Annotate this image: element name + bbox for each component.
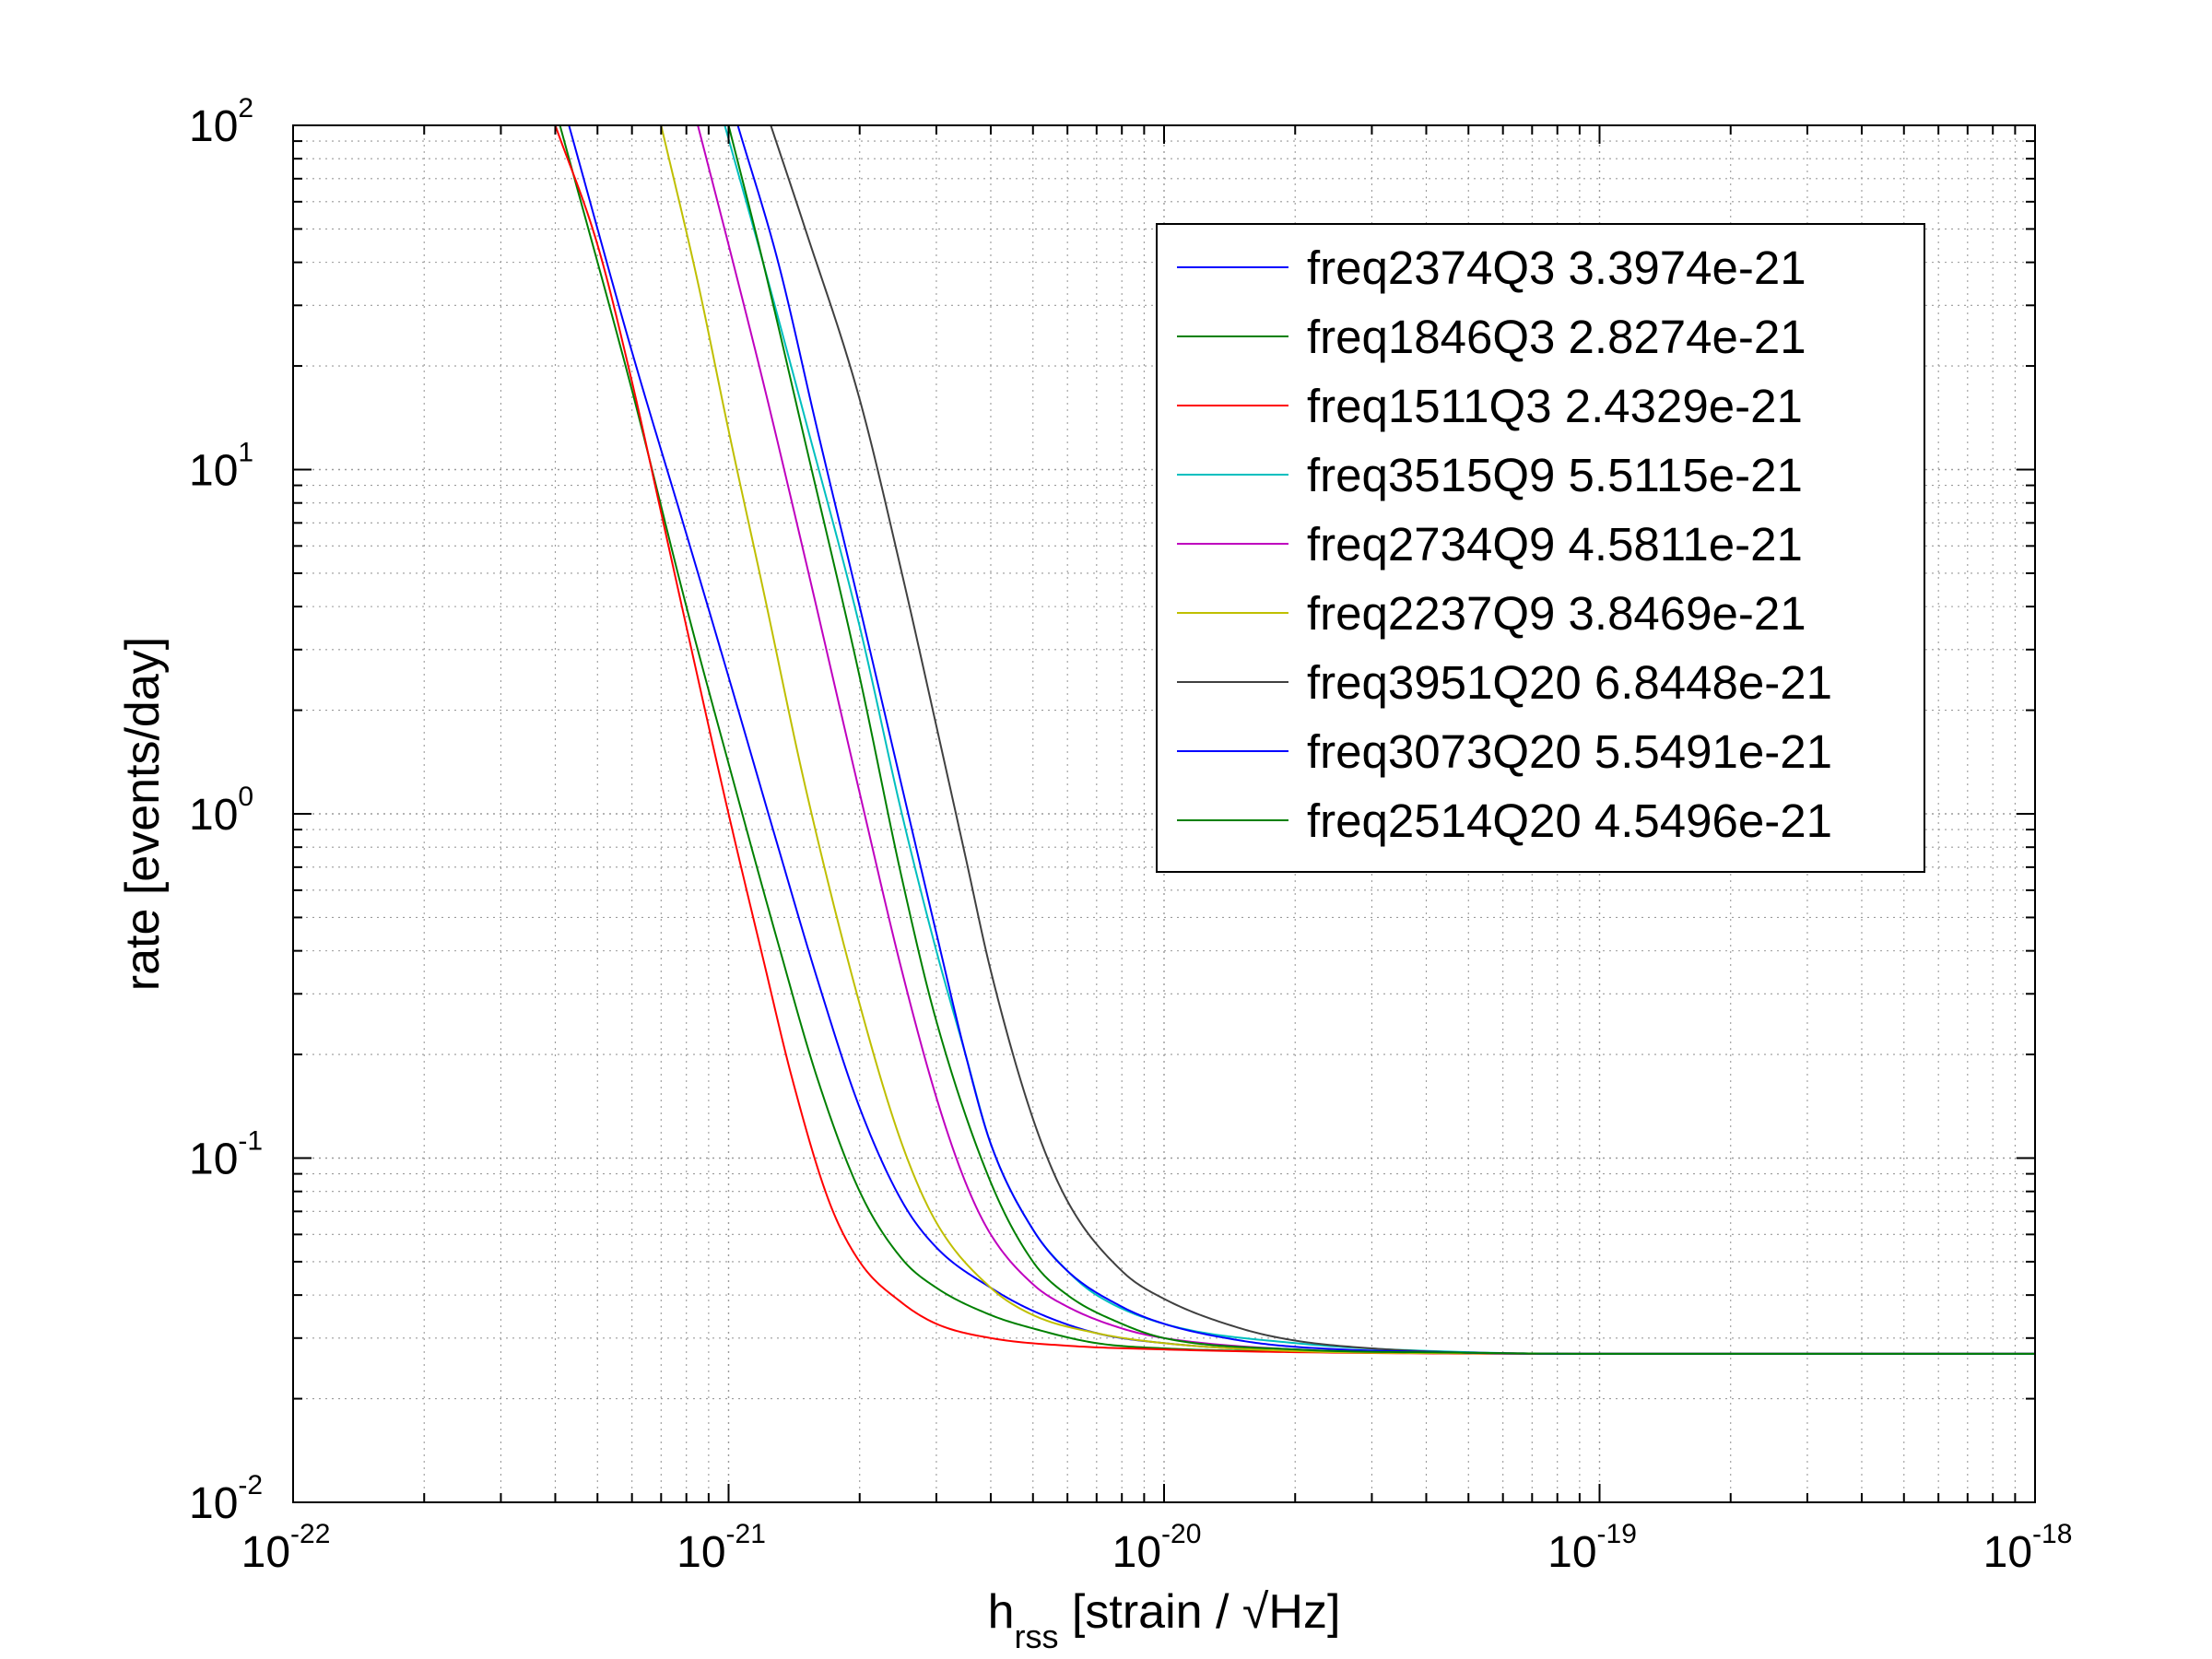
legend-label: freq3515Q9 5.5115e-21 xyxy=(1307,449,1803,501)
x-tick-label: 10-22 xyxy=(241,1519,331,1577)
x-axis-label: hrss [strain / √Hz] xyxy=(988,1585,1341,1655)
x-tick-label: 10-21 xyxy=(677,1519,766,1577)
y-tick-label: 10-1 xyxy=(189,1126,263,1184)
legend-label: freq1846Q3 2.8274e-21 xyxy=(1307,311,1806,363)
y-axis-label: rate [events/day] xyxy=(116,637,170,991)
y-tick-label: 102 xyxy=(189,93,253,151)
x-tick-label: 10-18 xyxy=(1983,1519,2073,1577)
legend-label: freq2237Q9 3.8469e-21 xyxy=(1307,587,1806,640)
legend-label: freq2734Q9 4.5811e-21 xyxy=(1307,518,1803,571)
series-line-8 xyxy=(736,125,2035,1355)
legend-label: freq3951Q20 6.8448e-21 xyxy=(1307,656,1832,709)
legend-box xyxy=(1156,223,1925,873)
y-tick-label: 10-2 xyxy=(189,1470,263,1528)
x-tick-label: 10-19 xyxy=(1547,1519,1637,1577)
legend: freq2374Q3 3.3974e-21 freq1846Q3 2.8274e-… xyxy=(1156,223,1925,873)
legend-label: freq3073Q20 5.5491e-21 xyxy=(1307,725,1832,778)
x-tick-labels: 10-22 10-21 10-20 10-19 10-18 xyxy=(241,1519,2073,1577)
legend-label: freq2374Q3 3.3974e-21 xyxy=(1307,241,1806,294)
series-line-7 xyxy=(770,125,2035,1355)
x-tick-label: 10-20 xyxy=(1112,1519,1202,1577)
y-tick-labels: 10-2 10-1 100 101 102 xyxy=(189,93,263,1528)
series-layer xyxy=(554,125,2035,1355)
series-line-3 xyxy=(554,125,2035,1355)
y-tick-label: 101 xyxy=(189,438,253,496)
series-line-9 xyxy=(727,125,2035,1355)
legend-label: freq1511Q3 2.4329e-21 xyxy=(1307,380,1803,432)
axis-ticks xyxy=(292,124,2036,1503)
y-tick-label: 100 xyxy=(189,782,253,840)
legend-label: freq2514Q20 4.5496e-21 xyxy=(1307,794,1832,847)
